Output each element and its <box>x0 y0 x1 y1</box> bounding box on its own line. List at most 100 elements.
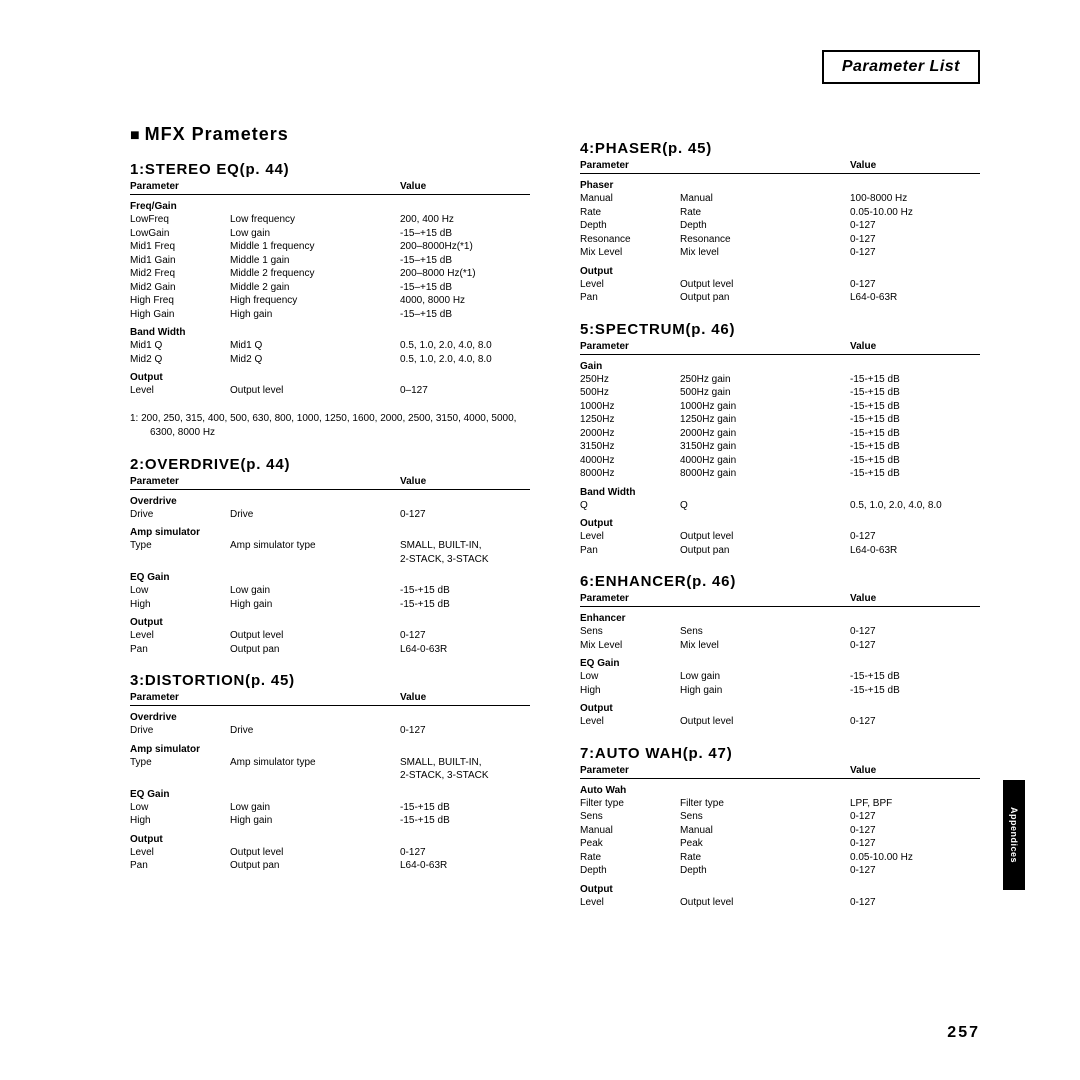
table-row: HighHigh gain-15-+15 dB <box>130 814 530 828</box>
cell-value: 0–127 <box>400 384 530 398</box>
cell-value: -15-+15 dB <box>400 598 530 612</box>
table-row: ManualManual100-8000 Hz <box>580 192 980 206</box>
cell-desc: High gain <box>230 598 400 612</box>
table-row: High FreqHigh frequency4000, 8000 Hz <box>130 294 530 308</box>
cell-desc: Low gain <box>230 584 400 598</box>
main-title: MFX Prameters <box>130 124 530 145</box>
side-tab: Appendices <box>1003 780 1025 890</box>
cell-value: L64-0-63R <box>850 291 980 305</box>
cell-value: 0-127 <box>850 639 980 653</box>
page-header: Parameter List <box>842 58 960 75</box>
group-label: EQ Gain <box>130 789 530 800</box>
cell-value: -15–+15 dB <box>400 281 530 295</box>
group-label: EQ Gain <box>130 572 530 583</box>
cell-value: 200–8000Hz(*1) <box>400 240 530 254</box>
section-title: 1:STEREO EQ(p. 44) <box>130 161 530 178</box>
table-row: LevelOutput level0-127 <box>580 530 980 544</box>
col-parameter: Parameter <box>580 341 680 352</box>
cell-value: 0-127 <box>850 625 980 639</box>
right-column: 4:PHASER(p. 45)ParameterValuePhaserManua… <box>580 124 980 909</box>
group-label: Output <box>130 617 530 628</box>
table-row: 2-STACK, 3-STACK <box>130 553 530 567</box>
cell-desc: 2000Hz gain <box>680 427 850 441</box>
group-label: Output <box>580 884 980 895</box>
table-header: ParameterValue <box>130 692 530 706</box>
cell-param: High <box>130 814 230 828</box>
table-row: LevelOutput level0–127 <box>130 384 530 398</box>
cell-value: 2-STACK, 3-STACK <box>400 769 530 783</box>
cell-param: High <box>130 598 230 612</box>
table-row: LevelOutput level0-127 <box>580 278 980 292</box>
cell-param: Drive <box>130 724 230 738</box>
cell-value: 0-127 <box>850 810 980 824</box>
table-row: LowFreqLow frequency200, 400 Hz <box>130 213 530 227</box>
cell-param: Rate <box>580 851 680 865</box>
cell-desc: Filter type <box>680 797 850 811</box>
cell-param: 250Hz <box>580 373 680 387</box>
group-label: Output <box>130 372 530 383</box>
cell-param: High Freq <box>130 294 230 308</box>
cell-value: L64-0-63R <box>400 643 530 657</box>
cell-desc: 250Hz gain <box>680 373 850 387</box>
table-row: PanOutput panL64-0-63R <box>580 544 980 558</box>
cell-value: 0.05-10.00 Hz <box>850 851 980 865</box>
cell-value: -15-+15 dB <box>400 801 530 815</box>
table-header: ParameterValue <box>580 160 980 174</box>
cell-param: Low <box>130 801 230 815</box>
cell-desc: Output level <box>680 896 850 910</box>
col-spacer <box>680 160 850 171</box>
cell-desc: Drive <box>230 724 400 738</box>
cell-value: -15–+15 dB <box>400 308 530 322</box>
col-parameter: Parameter <box>580 593 680 604</box>
table-row: ManualManual0-127 <box>580 824 980 838</box>
col-spacer <box>230 476 400 487</box>
cell-param: 4000Hz <box>580 454 680 468</box>
cell-desc: High gain <box>680 684 850 698</box>
table-row: Filter typeFilter typeLPF, BPF <box>580 797 980 811</box>
cell-value: 0-127 <box>400 629 530 643</box>
col-parameter: Parameter <box>580 765 680 776</box>
cell-value: 0-127 <box>850 278 980 292</box>
cell-desc: Output level <box>680 715 850 729</box>
group-label: Freq/Gain <box>130 201 530 212</box>
table-row: Mid1 GainMiddle 1 gain-15–+15 dB <box>130 254 530 268</box>
cell-param: Level <box>580 278 680 292</box>
cell-desc: Low gain <box>680 670 850 684</box>
cell-desc: Q <box>680 499 850 513</box>
cell-value: -15-+15 dB <box>850 440 980 454</box>
cell-param: Drive <box>130 508 230 522</box>
cell-desc: Middle 1 frequency <box>230 240 400 254</box>
cell-param: Mid2 Gain <box>130 281 230 295</box>
table-header: ParameterValue <box>130 476 530 490</box>
cell-value: 0-127 <box>400 508 530 522</box>
table-row: 1000Hz1000Hz gain-15-+15 dB <box>580 400 980 414</box>
cell-value: 0-127 <box>850 246 980 260</box>
cell-param: 2000Hz <box>580 427 680 441</box>
cell-value: -15-+15 dB <box>850 427 980 441</box>
table-header: ParameterValue <box>580 341 980 355</box>
cell-value: -15-+15 dB <box>850 386 980 400</box>
page-number: 257 <box>947 1024 980 1042</box>
cell-param <box>130 553 230 567</box>
cell-desc: Manual <box>680 192 850 206</box>
cell-param: Pan <box>580 291 680 305</box>
table-row: RateRate0.05-10.00 Hz <box>580 206 980 220</box>
cell-value: -15–+15 dB <box>400 227 530 241</box>
cell-param: 500Hz <box>580 386 680 400</box>
cell-param: Mid1 Gain <box>130 254 230 268</box>
table-row: LevelOutput level0-127 <box>580 896 980 910</box>
footnote: 1: 200, 250, 315, 400, 500, 630, 800, 10… <box>130 412 530 440</box>
cell-param: Mid2 Freq <box>130 267 230 281</box>
table-row: 2000Hz2000Hz gain-15-+15 dB <box>580 427 980 441</box>
page-header-box: Parameter List <box>822 50 980 84</box>
cell-value: 0-127 <box>400 846 530 860</box>
cell-param: 1250Hz <box>580 413 680 427</box>
group-label: Overdrive <box>130 712 530 723</box>
cell-param: Low <box>580 670 680 684</box>
cell-desc: 4000Hz gain <box>680 454 850 468</box>
cell-desc <box>230 769 400 783</box>
cell-param: Mix Level <box>580 639 680 653</box>
group-label: Output <box>580 266 980 277</box>
cell-value: 200, 400 Hz <box>400 213 530 227</box>
cell-param: High Gain <box>130 308 230 322</box>
